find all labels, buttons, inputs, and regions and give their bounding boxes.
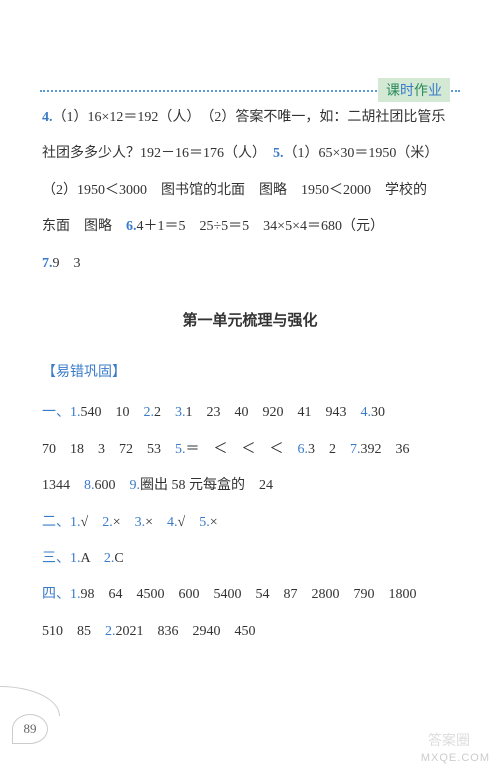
item-number: 6. xyxy=(298,442,309,457)
item-number: 5. xyxy=(199,515,210,530)
answer-text: （2）1950＜3000 图书馆的北面 图略 1950＜2000 学校的 xyxy=(42,183,427,198)
item-number: 9. xyxy=(130,478,141,493)
page-arc-decoration xyxy=(0,686,60,716)
item-number: 2. xyxy=(102,515,113,530)
section-title: 第一单元梳理与强化 xyxy=(42,302,458,341)
badge-text-3: 作 xyxy=(414,84,428,99)
answer-text: 392 36 xyxy=(361,442,410,457)
group-header: 二、 xyxy=(42,515,70,530)
item-number: 2. xyxy=(144,405,155,420)
answer-line: 70 18 3 72 53 5.＝ ＜ ＜ ＜ 6.3 2 7.392 36 xyxy=(42,432,458,468)
page-number: 89 xyxy=(12,714,48,744)
answer-line: 7.9 3 xyxy=(42,246,458,282)
answer-text: √ xyxy=(178,515,200,530)
header-badge: 课时作业 xyxy=(378,78,450,102)
answer-line: 1344 8.600 9.圈出 58 元每盒的 24 xyxy=(42,468,458,504)
answer-text: 4＋1＝5 25÷5＝5 34×5×4＝680（元） xyxy=(137,219,384,234)
answer-text: A xyxy=(81,551,104,566)
answer-text: （1）65×30＝1950（米） xyxy=(284,146,439,161)
answer-text: C xyxy=(114,551,123,566)
group-header: 三、 xyxy=(42,551,70,566)
answer-line: 三、1.A 2.C xyxy=(42,541,458,577)
group-header: 一、 xyxy=(42,405,70,420)
badge-text-4: 业 xyxy=(428,84,442,99)
item-number: 3. xyxy=(175,405,186,420)
section-label: 【易错巩固】 xyxy=(42,355,458,391)
answer-text: 98 64 4500 600 5400 54 87 2800 790 1800 xyxy=(81,587,417,602)
question-number: 4. xyxy=(42,110,53,125)
answer-text: 社团多多少人？192－16＝176（人） xyxy=(42,146,273,161)
group-header: 四、 xyxy=(42,587,70,602)
watermark-url: MXQE.COM xyxy=(421,752,490,764)
item-number: 8. xyxy=(84,478,95,493)
answer-text: 1 23 40 920 41 943 xyxy=(186,405,361,420)
answer-line: 4.（1）16×12＝192（人） （2）答案不唯一，如：二胡社团比管乐 xyxy=(42,100,458,136)
item-number: 4. xyxy=(361,405,372,420)
answer-text: 30 xyxy=(371,405,385,420)
answer-text: 2 xyxy=(154,405,175,420)
item-number: 2. xyxy=(104,551,115,566)
answer-text: 70 18 3 72 53 xyxy=(42,442,175,457)
item-number: 1. xyxy=(70,515,81,530)
item-number: 5. xyxy=(175,442,186,457)
answer-text: 1344 xyxy=(42,478,84,493)
item-number: 1. xyxy=(70,551,81,566)
badge-text-2: 时 xyxy=(400,84,414,99)
answer-line: 东面 图略 6.4＋1＝5 25÷5＝5 34×5×4＝680（元） xyxy=(42,209,458,245)
answer-line: 四、1.98 64 4500 600 5400 54 87 2800 790 1… xyxy=(42,577,458,613)
answer-text: 圈出 58 元每盒的 24 xyxy=(140,478,273,493)
answer-text: √ xyxy=(81,515,103,530)
answer-line: 510 85 2.2021 836 2940 450 xyxy=(42,614,458,650)
answer-text: 2021 836 2940 450 xyxy=(116,624,256,639)
question-number: 7. xyxy=(42,256,53,271)
answer-line: （2）1950＜3000 图书馆的北面 图略 1950＜2000 学校的 xyxy=(42,173,458,209)
answer-text: 600 xyxy=(95,478,130,493)
item-number: 3. xyxy=(135,515,146,530)
answer-text: 510 85 xyxy=(42,624,105,639)
answer-text: 540 10 xyxy=(81,405,144,420)
answer-text: （1）16×12＝192（人） （2）答案不唯一，如：二胡社团比管乐 xyxy=(53,110,446,125)
answer-line: 一、1.540 10 2.2 3.1 23 40 920 41 943 4.30 xyxy=(42,395,458,431)
answer-text: ＝ ＜ ＜ ＜ xyxy=(186,442,298,457)
answer-text: × xyxy=(145,515,167,530)
question-number: 5. xyxy=(273,146,284,161)
item-number: 1. xyxy=(70,405,81,420)
answer-text: × xyxy=(113,515,135,530)
item-number: 7. xyxy=(350,442,361,457)
answer-line: 二、1.√ 2.× 3.× 4.√ 5.× xyxy=(42,505,458,541)
watermark-text: 答案圈 xyxy=(428,730,470,750)
question-number: 6. xyxy=(126,219,137,234)
answer-text: 3 2 xyxy=(308,442,350,457)
item-number: 2. xyxy=(105,624,116,639)
answer-text: 9 3 xyxy=(53,256,81,271)
answer-text: 东面 图略 xyxy=(42,219,126,234)
badge-text-1: 课 xyxy=(386,84,400,99)
answer-line: 社团多多少人？192－16＝176（人） 5.（1）65×30＝1950（米） xyxy=(42,136,458,172)
answer-text: × xyxy=(210,515,218,530)
item-number: 1. xyxy=(70,587,81,602)
item-number: 4. xyxy=(167,515,178,530)
page-content: 4.（1）16×12＝192（人） （2）答案不唯一，如：二胡社团比管乐 社团多… xyxy=(42,100,458,650)
